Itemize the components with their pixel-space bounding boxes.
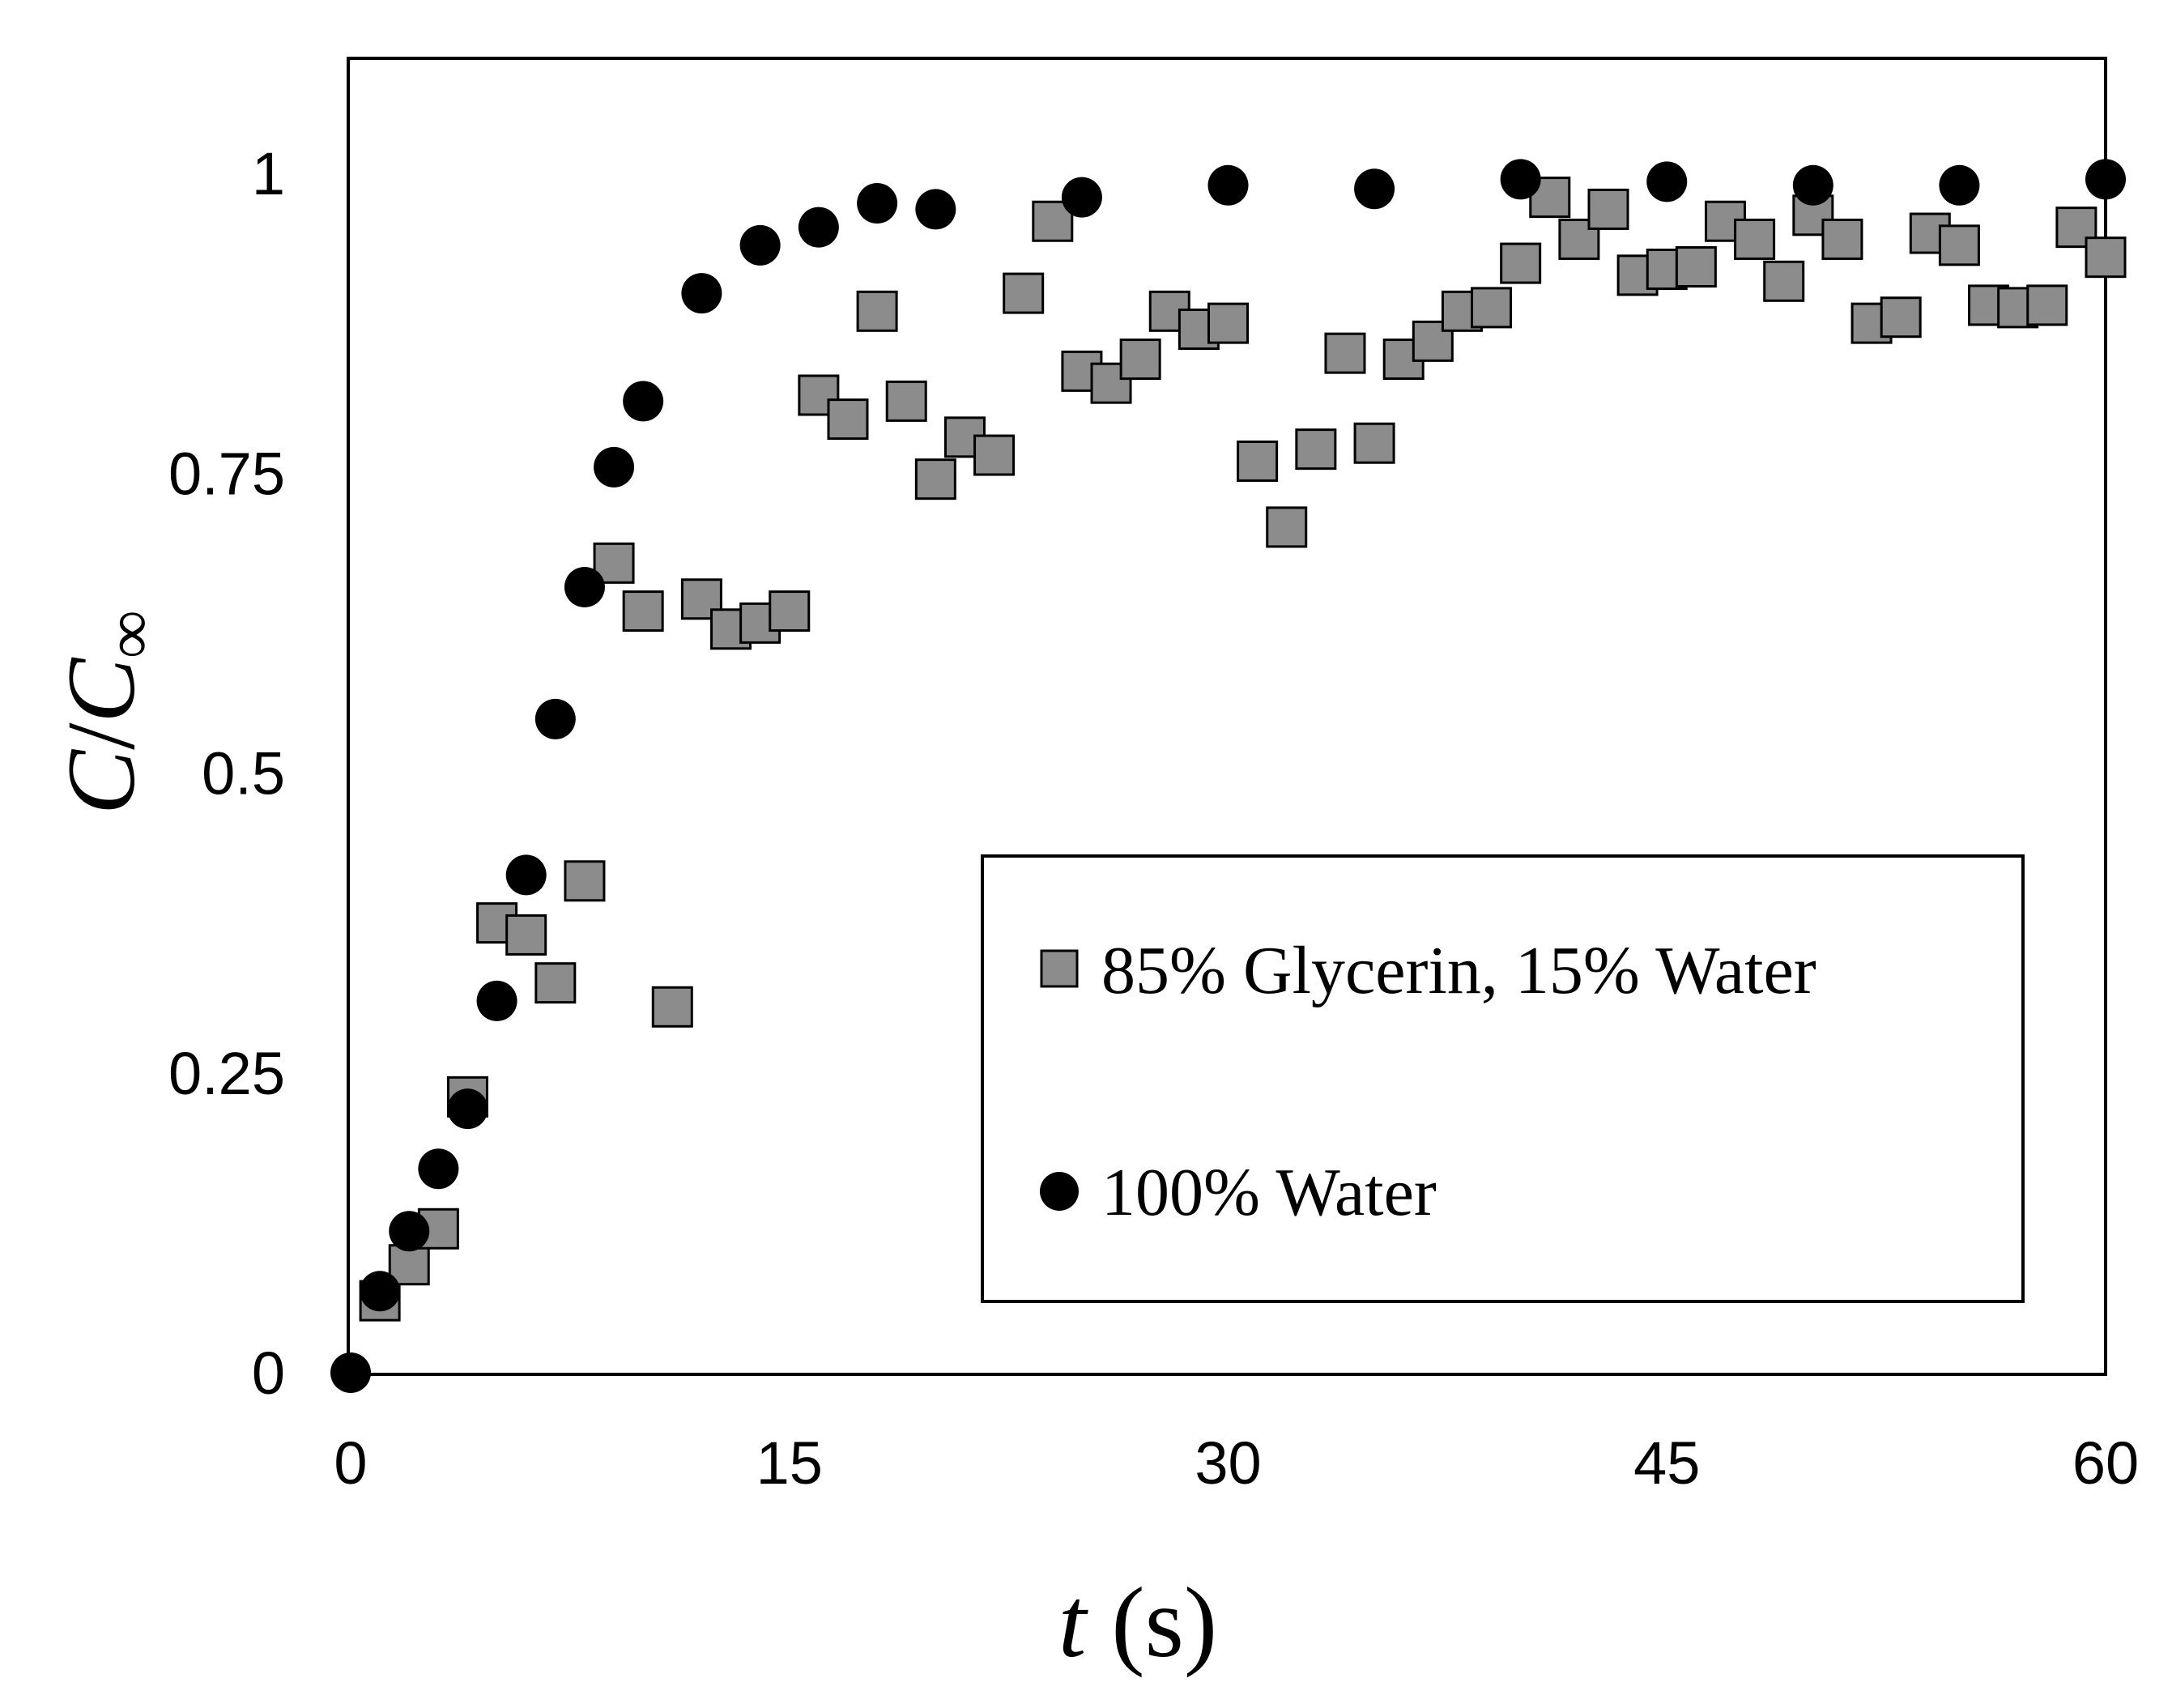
data-point-square	[1119, 339, 1161, 381]
data-point-square	[973, 434, 1016, 476]
data-point-square	[1880, 296, 1922, 339]
data-point-square	[1471, 287, 1513, 329]
data-point-square	[1237, 440, 1279, 482]
data-point-square	[1587, 188, 1629, 230]
data-point-square	[1295, 428, 1337, 471]
y-tick-label: 0.75	[168, 440, 285, 507]
data-point-square	[1938, 224, 1980, 266]
data-point-circle	[1792, 164, 1833, 206]
data-points	[330, 159, 2127, 1393]
data-point-circle	[505, 854, 547, 896]
data-point-square	[856, 290, 898, 332]
data-point-circle	[739, 224, 781, 266]
data-point-circle	[623, 381, 664, 422]
data-point-square	[651, 986, 693, 1028]
legend: 85% Glycerin, 15% Water 100% Water	[981, 854, 2025, 1303]
data-point-square	[1821, 218, 1863, 260]
data-point-circle	[1939, 164, 1980, 206]
y-tick-label: 0.25	[168, 1040, 285, 1107]
legend-marker-glycerin	[1040, 949, 1079, 988]
y-tick-label: 0.5	[202, 740, 285, 807]
data-point-square	[2085, 236, 2127, 279]
legend-label-water: 100% Water	[1101, 1155, 1437, 1230]
data-point-circle	[1500, 159, 1541, 200]
data-point-square	[2026, 284, 2068, 326]
data-point-square	[622, 590, 664, 633]
series-glycerin	[359, 177, 2127, 1322]
data-point-circle	[360, 1271, 401, 1312]
data-point-circle	[1354, 168, 1395, 210]
data-point-circle	[330, 1352, 371, 1393]
legend-marker-water	[1040, 1172, 1079, 1211]
y-tick-label: 1	[252, 140, 285, 207]
data-point-circle	[564, 566, 605, 607]
data-point-square	[885, 380, 927, 422]
data-point-circle	[2085, 159, 2126, 200]
data-point-circle	[798, 207, 839, 248]
data-point-square	[1675, 246, 1717, 288]
data-point-square	[1003, 272, 1045, 314]
data-point-circle	[1207, 164, 1249, 206]
x-tick-label: 45	[1633, 1429, 1700, 1497]
data-point-circle	[857, 183, 898, 224]
data-point-square	[1207, 302, 1249, 344]
data-point-square	[1266, 506, 1308, 548]
data-point-circle	[389, 1211, 430, 1252]
x-tick-label: 0	[334, 1429, 367, 1497]
data-point-circle	[681, 273, 722, 314]
data-point-square	[534, 962, 577, 1004]
data-point-circle	[534, 698, 576, 739]
data-point-square	[914, 458, 956, 500]
series-water	[330, 159, 2126, 1393]
x-tick-label: 60	[2072, 1429, 2139, 1497]
legend-box	[981, 854, 2025, 1303]
y-axis-title: C/C∞	[47, 611, 166, 815]
data-point-square	[1500, 242, 1542, 284]
data-point-circle	[1646, 161, 1688, 202]
data-point-circle	[915, 189, 956, 230]
data-point-circle	[418, 1148, 459, 1190]
data-point-square	[1353, 422, 1395, 464]
x-tick-label: 15	[756, 1429, 823, 1497]
y-tick-label: 0	[252, 1340, 285, 1407]
data-point-circle	[447, 1088, 488, 1130]
data-point-square	[564, 860, 606, 902]
x-axis-tick-labels: 0 15 30 45 60	[334, 1429, 2139, 1497]
data-point-square	[769, 590, 811, 633]
data-point-circle	[1061, 177, 1102, 218]
y-axis-tick-labels: 0 0.25 0.5 0.75 1	[168, 140, 285, 1407]
data-point-square	[1734, 218, 1776, 260]
plot-area-frame	[347, 57, 2107, 1376]
legend-label-glycerin: 85% Glycerin, 15% Water	[1101, 933, 1816, 1008]
data-point-square	[505, 914, 547, 956]
data-point-square	[388, 1244, 430, 1286]
data-point-square	[1763, 260, 1805, 302]
data-point-square	[1324, 332, 1366, 374]
data-point-circle	[594, 446, 635, 488]
x-axis-title: t (s)	[1058, 1567, 1217, 1678]
data-point-circle	[476, 980, 517, 1021]
data-point-square	[827, 398, 869, 441]
x-tick-label: 30	[1195, 1429, 1261, 1497]
